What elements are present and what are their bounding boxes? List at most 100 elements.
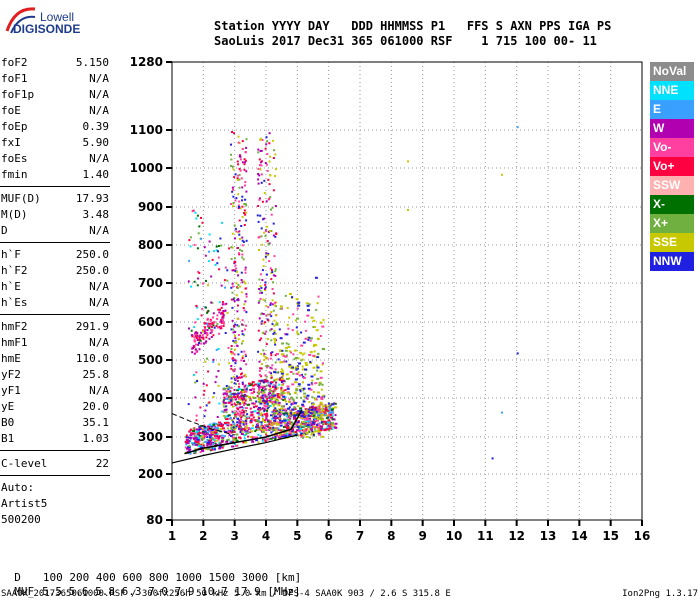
echo-point: [302, 389, 305, 392]
echo-point: [232, 436, 236, 439]
echo-point: [238, 253, 241, 256]
echo-point: [291, 296, 294, 299]
echo-point: [300, 352, 303, 355]
echo-point: [241, 383, 244, 386]
echo-point: [284, 349, 288, 352]
echo-point: [232, 359, 235, 362]
echo-point: [285, 333, 289, 336]
echo-point: [296, 307, 299, 310]
echo-point: [232, 423, 236, 426]
echo-point: [229, 390, 232, 393]
echo-point: [197, 436, 201, 439]
echo-point: [193, 336, 196, 339]
echo-point: [234, 237, 236, 240]
echo-point: [302, 414, 305, 417]
echo-point: [284, 424, 287, 427]
echo-point: [267, 384, 270, 387]
echo-point: [201, 431, 205, 433]
echo-point: [231, 306, 234, 309]
echo-point: [322, 410, 326, 413]
echo-point: [280, 307, 283, 310]
echo-point: [244, 203, 247, 205]
echo-point: [185, 443, 188, 446]
echo-point: [287, 418, 291, 421]
echo-point: [239, 398, 242, 401]
echo-point: [325, 417, 328, 420]
echo-point: [250, 435, 253, 438]
echo-point: [317, 407, 321, 410]
echo-point: [319, 416, 323, 418]
echo-point: [292, 425, 295, 428]
echo-point: [334, 402, 337, 405]
y-tick-label: 400: [138, 391, 163, 405]
x-tick-label: 11: [477, 529, 494, 543]
echo-point: [227, 414, 231, 417]
echo-point: [277, 358, 280, 361]
echo-point: [264, 388, 267, 391]
echo-point: [305, 423, 308, 426]
echo-point: [240, 359, 243, 362]
echo-point: [211, 443, 214, 446]
echo-point: [232, 339, 235, 342]
echo-point: [240, 406, 243, 409]
echo-point: [281, 383, 284, 386]
echo-point: [312, 366, 316, 369]
echo-point: [193, 326, 196, 329]
echo-point: [268, 390, 271, 393]
param-row: hmE 110.0: [1, 352, 109, 368]
echo-point: [319, 321, 323, 324]
header-line-1: Station YYYY DAY DDD HHMMSS P1 FFS S AXN…: [214, 19, 612, 33]
echo-point: [298, 374, 302, 377]
echo-point: [236, 179, 239, 181]
echo-point: [209, 319, 212, 322]
param-value: 35.1: [82, 416, 110, 429]
echo-point: [295, 367, 299, 370]
echo-point: [212, 437, 214, 440]
echo-point: [211, 428, 214, 431]
echo-point: [195, 441, 199, 444]
echo-point: [259, 214, 262, 217]
echo-point: [281, 349, 284, 352]
echo-point: [228, 400, 232, 403]
echo-point: [326, 421, 330, 424]
echo-point: [305, 364, 309, 366]
echo-point: [264, 424, 267, 427]
echo-point: [309, 406, 312, 409]
echo-point: [196, 380, 198, 383]
echo-point: [259, 402, 263, 405]
echo-point: [241, 430, 244, 433]
echo-point: [227, 438, 230, 441]
echo-point: [231, 186, 234, 189]
echo-point: [279, 361, 283, 364]
echo-point: [226, 312, 229, 314]
echo-point: [266, 380, 269, 382]
echo-point: [264, 421, 266, 424]
echo-point: [237, 135, 240, 138]
echo-point: [238, 428, 241, 431]
echo-point: [235, 294, 238, 297]
echo-point: [234, 173, 237, 176]
echo-point: [330, 411, 334, 414]
echo-point: [295, 326, 298, 329]
echo-point: [247, 435, 250, 438]
echo-point: [271, 411, 274, 414]
echo-point: [291, 383, 295, 386]
echo-point: [263, 400, 266, 403]
echo-point: [231, 445, 235, 448]
echo-point: [245, 427, 248, 430]
echo-point: [219, 308, 221, 311]
echo-point: [313, 425, 316, 428]
echo-point: [286, 354, 288, 357]
echo-point: [260, 181, 263, 184]
echo-point: [246, 431, 249, 434]
echo-point: [240, 392, 243, 395]
param-label: foEp: [1, 120, 28, 133]
echo-point: [257, 433, 260, 436]
echo-point: [185, 436, 189, 439]
echo-point: [237, 403, 239, 406]
echo-point: [251, 383, 254, 386]
echo-point: [235, 433, 239, 436]
echo-point: [213, 326, 216, 329]
echo-point: [289, 411, 292, 414]
echo-point: [234, 337, 237, 340]
